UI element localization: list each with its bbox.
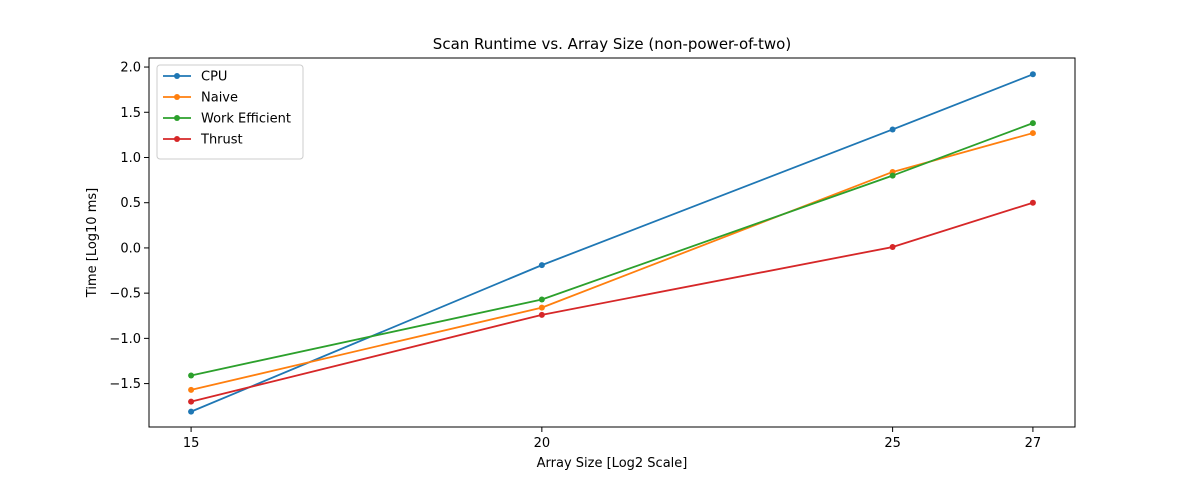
data-point-thrust <box>188 398 195 405</box>
y-tick-label: 2.0 <box>120 61 141 76</box>
legend-marker-thrust <box>174 136 180 142</box>
data-point-cpu <box>538 262 545 269</box>
y-tick-label: 1.0 <box>120 151 141 166</box>
legend-label-naive: Naive <box>201 91 238 106</box>
y-tick-label: −0.5 <box>109 287 141 302</box>
data-point-naive <box>1029 130 1036 137</box>
y-tick-label: 1.5 <box>120 106 141 121</box>
y-tick-label: 0.0 <box>120 241 141 256</box>
data-point-naive <box>188 386 195 393</box>
legend-label-thrust: Thrust <box>200 133 243 148</box>
data-point-thrust <box>1029 199 1036 206</box>
x-axis: 15 20 25 27 <box>183 427 1041 451</box>
data-point-work-efficient <box>188 372 195 379</box>
legend-label-cpu: CPU <box>201 70 227 85</box>
x-tick-label: 20 <box>534 436 551 451</box>
series-group <box>188 71 1036 415</box>
plot-area: 15 20 25 27 −1.5 −1.0 −0.5 0.0 0.5 1.0 1.5 2.0 <box>109 57 1076 451</box>
data-point-cpu <box>1029 71 1036 78</box>
x-tick-label: 25 <box>884 436 901 451</box>
data-point-thrust <box>889 244 896 251</box>
legend-marker-cpu <box>174 73 180 79</box>
legend-marker-naive <box>174 94 180 100</box>
data-point-work-efficient <box>1029 120 1036 127</box>
legend: CPU Naive Work Efficient Thrust <box>156 64 304 160</box>
x-tick-label: 15 <box>183 436 200 451</box>
data-point-work-efficient <box>889 172 896 179</box>
data-point-work-efficient <box>538 296 545 303</box>
legend-marker-work-efficient <box>174 115 180 121</box>
y-axis: −1.5 −1.0 −0.5 0.0 0.5 1.0 1.5 2.0 <box>109 61 149 392</box>
data-point-thrust <box>538 311 545 318</box>
x-tick-label: 27 <box>1025 436 1042 451</box>
data-point-cpu <box>889 126 896 133</box>
chart-title: Scan Runtime vs. Array Size (non-power-o… <box>433 35 791 53</box>
series-line-work-efficient <box>190 122 1034 377</box>
legend-box <box>156 64 304 160</box>
plot-frame <box>148 57 1076 428</box>
y-tick-label: −1.5 <box>109 377 141 392</box>
y-tick-label: −1.0 <box>109 332 141 347</box>
series-line-thrust <box>190 201 1034 403</box>
data-point-cpu <box>188 408 195 415</box>
data-point-naive <box>538 304 545 311</box>
y-tick-label: 0.5 <box>120 196 141 211</box>
series-line-naive <box>190 132 1034 391</box>
x-axis-label: Array Size [Log2 Scale] <box>537 456 688 471</box>
legend-label-work-efficient: Work Efficient <box>201 112 291 127</box>
y-axis-label: Time [Log10 ms] <box>85 188 100 298</box>
